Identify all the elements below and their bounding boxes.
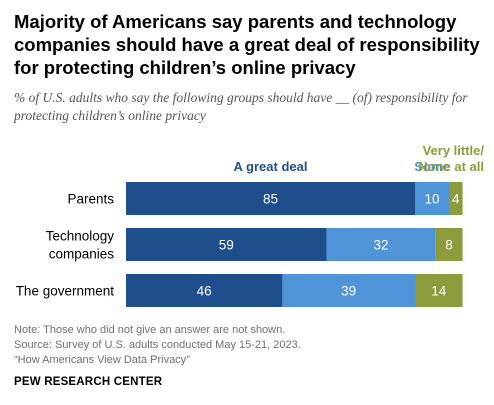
data-label-2-1: 39 [341, 284, 356, 299]
data-label-2-0: 46 [197, 284, 212, 299]
legend-label-1-0: Some [414, 159, 449, 174]
data-label-0-2: 4 [452, 192, 460, 207]
bar-2-0 [126, 274, 283, 307]
report-title: “How Americans View Data Privacy” [14, 354, 190, 366]
data-label-0-0: 85 [263, 192, 278, 207]
data-label-2-2: 14 [431, 284, 447, 299]
chart-source: Source: Survey of U.S. adults conducted … [14, 339, 301, 351]
category-label-0-0: Parents [67, 192, 114, 207]
bar-1-2 [435, 228, 463, 261]
data-label-1-0: 59 [219, 238, 234, 253]
category-label-1-0: Technology [46, 229, 115, 244]
bar-0-1 [415, 182, 449, 215]
data-label-0-1: 10 [424, 192, 439, 207]
category-label-1-1: companies [49, 247, 115, 262]
chart-subtitle: % of U.S. adults who say the following g… [14, 90, 468, 123]
bar-2-1 [282, 274, 415, 307]
bar-0-2 [449, 182, 463, 215]
category-label-2-0: The government [16, 284, 115, 299]
legend-label-0-0: A great deal [234, 159, 308, 174]
data-label-1-1: 32 [373, 238, 388, 253]
chart-note: Note: Those who did not give an answer a… [14, 324, 286, 336]
chart-title: Majority of Americans say parents and te… [14, 11, 480, 78]
legend-label-2-1: None at all [418, 159, 484, 174]
legend-label-2-0: Very little/ [423, 143, 485, 158]
data-label-1-2: 8 [445, 238, 453, 253]
bar-1-0 [126, 228, 327, 261]
bar-0-0 [126, 182, 415, 215]
bar-1-1 [326, 228, 436, 261]
bar-2-2 [415, 274, 463, 307]
pew-logo-text: PEW RESEARCH CENTER [14, 376, 163, 388]
